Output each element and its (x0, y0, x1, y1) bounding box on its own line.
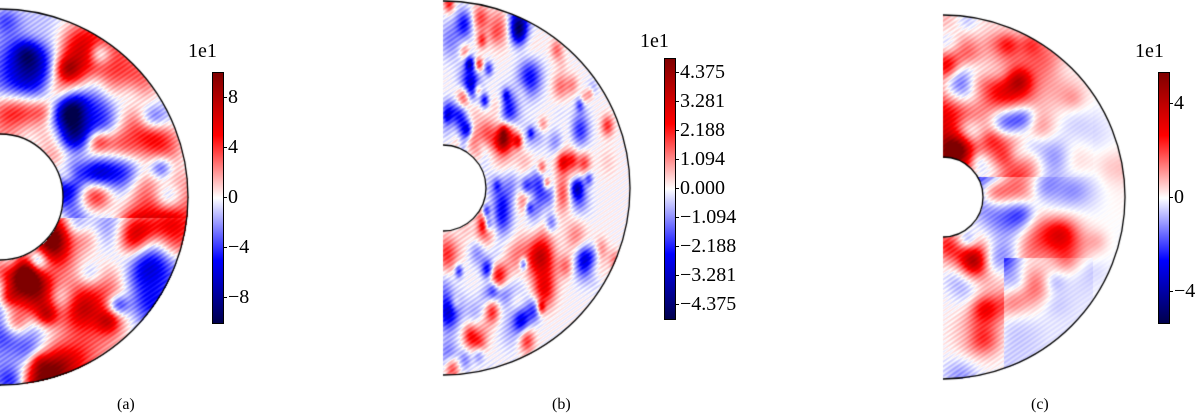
panel-label-a: (a) (117, 396, 135, 413)
colorbar-c-tick: −4 (1168, 280, 1196, 303)
colorbar-a-tick: 8 (223, 86, 238, 108)
colorbar-b-tick: −3.281 (674, 264, 737, 287)
colorbar-b-tick: −1.094 (674, 206, 737, 229)
colorbar-a-tick: −8 (222, 286, 250, 308)
colorbar-c-tick: 4 (1169, 91, 1184, 114)
colorbar-b-tick: 3.281 (675, 89, 725, 112)
colorbar-b-tick: 4.375 (675, 60, 725, 83)
colorbar-c-multiplier: 1e1 (1135, 40, 1164, 62)
colorbar-c (1158, 72, 1170, 324)
panel-label-c: (c) (1031, 396, 1049, 413)
colorbar-a-tick: 0 (223, 186, 238, 208)
colorbar-b-tick: 0.000 (675, 177, 725, 199)
colorbar-b-multiplier: 1e1 (640, 30, 669, 52)
colorbar-a (212, 72, 224, 324)
colorbar-c-tick: 0 (1169, 186, 1184, 208)
colorbar-b-tick: 1.094 (675, 147, 725, 170)
colorbar-b-tick: −4.375 (674, 293, 737, 316)
colorbar-b-tick: −2.188 (674, 235, 737, 258)
colorbar-b-tick: 2.188 (675, 118, 725, 141)
colorbar-a-tick: 4 (223, 136, 238, 158)
colorbar-b (664, 58, 676, 320)
panel-label-b: (b) (552, 396, 571, 413)
colorbar-a-tick: −4 (222, 236, 250, 258)
colorbar-a-multiplier: 1e1 (188, 40, 217, 62)
